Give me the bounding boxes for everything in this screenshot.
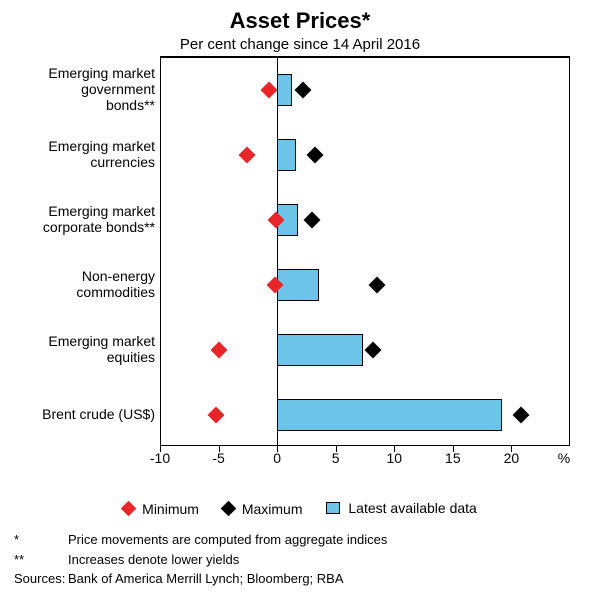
legend-min: Minimum xyxy=(123,501,199,517)
x-tick-label: 10 xyxy=(386,450,402,466)
bar xyxy=(277,74,292,106)
x-tick-label: -10 xyxy=(150,450,170,466)
category-label: Emerging marketequities xyxy=(15,332,155,364)
square-icon xyxy=(326,502,340,514)
chart-area: -10 -5 0 5 10 15 20% Emerging marketgovernmentb… xyxy=(10,56,580,476)
legend-min-label: Minimum xyxy=(142,501,199,517)
max-marker xyxy=(294,81,311,98)
bar xyxy=(277,399,502,431)
x-tick-label: -5 xyxy=(212,450,224,466)
footnote: *Price movements are computed from aggre… xyxy=(14,530,387,550)
plot-area xyxy=(160,56,570,446)
footnote: **Increases denote lower yields xyxy=(14,550,387,570)
category-label: Emerging marketcurrencies xyxy=(15,137,155,169)
max-marker xyxy=(512,406,529,423)
max-marker xyxy=(304,211,321,228)
sources: Sources: Bank of America Merrill Lynch; … xyxy=(14,569,387,589)
diamond-icon xyxy=(221,501,237,517)
min-marker xyxy=(208,406,225,423)
x-tick-label: 5 xyxy=(332,450,340,466)
diamond-icon xyxy=(121,501,137,517)
category-label: Emerging marketcorporate bonds** xyxy=(15,202,155,234)
x-tick-label: 20 xyxy=(504,450,520,466)
bar xyxy=(277,139,296,171)
category-label: Emerging marketgovernmentbonds** xyxy=(15,64,155,112)
x-tick-label: 15 xyxy=(445,450,461,466)
chart-subtitle: Per cent change since 14 April 2016 xyxy=(0,36,600,53)
max-marker xyxy=(368,276,385,293)
min-marker xyxy=(238,146,255,163)
legend-bar-label: Latest available data xyxy=(348,500,476,516)
x-axis-unit: % xyxy=(558,450,570,466)
max-marker xyxy=(306,146,323,163)
legend-bar: Latest available data xyxy=(326,500,476,516)
category-label: Non-energycommodities xyxy=(15,267,155,299)
chart-title: Asset Prices* xyxy=(0,0,600,34)
legend-max: Maximum xyxy=(223,501,303,517)
footnotes: *Price movements are computed from aggre… xyxy=(14,530,387,589)
category-label: Brent crude (US$) xyxy=(15,405,155,421)
max-marker xyxy=(365,341,382,358)
min-marker xyxy=(260,81,277,98)
legend: Minimum Maximum Latest available data xyxy=(0,500,600,517)
legend-max-label: Maximum xyxy=(242,501,303,517)
min-marker xyxy=(210,341,227,358)
x-tick-label: 0 xyxy=(273,450,281,466)
bar xyxy=(277,334,363,366)
